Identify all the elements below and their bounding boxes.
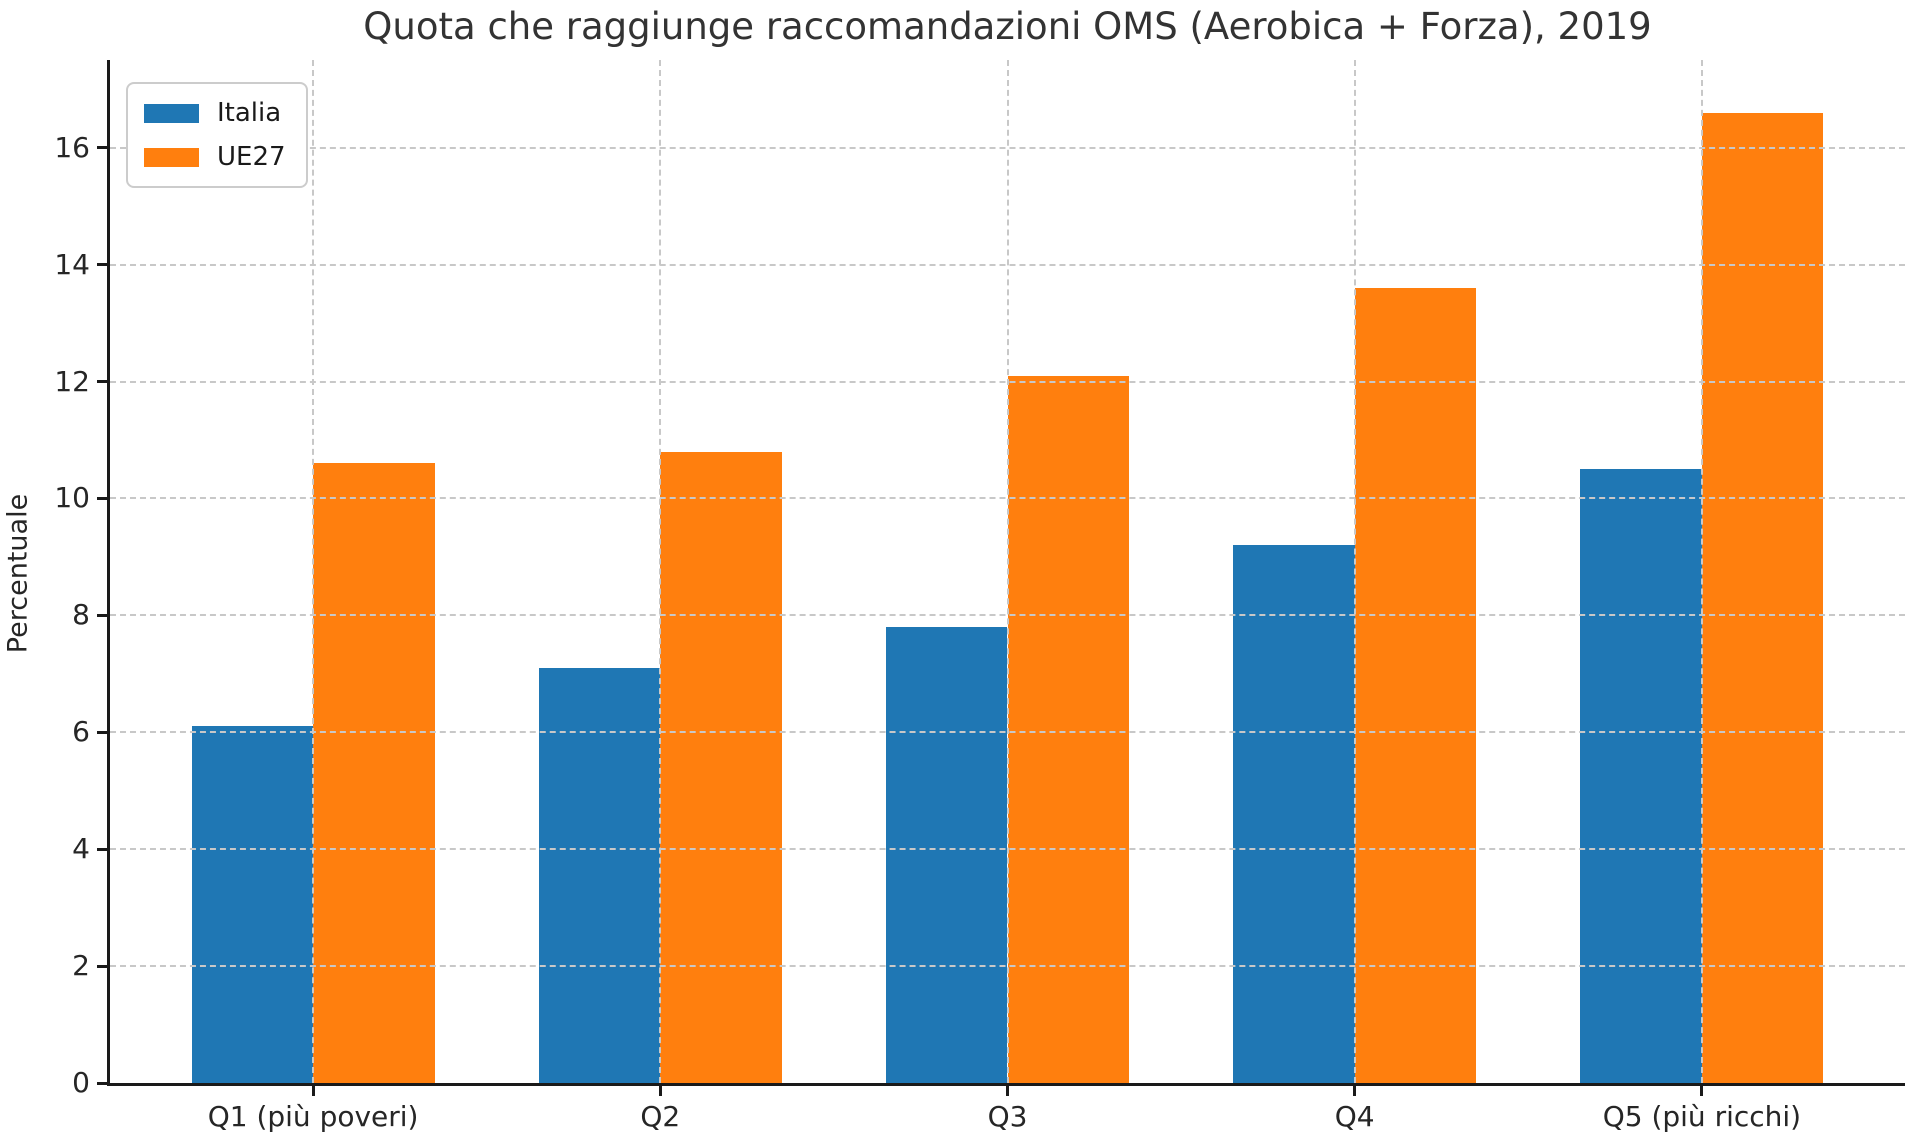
y-tick-label: 2 <box>72 949 90 983</box>
x-tick-label: Q3 <box>987 1100 1028 1133</box>
x-tick-label: Q4 <box>1334 1100 1375 1133</box>
legend-item-ue27: UE27 <box>144 142 286 172</box>
y-tick-mark-10 <box>97 496 110 500</box>
x-tick-mark-3 <box>1006 1083 1009 1096</box>
bar-italia-4 <box>1233 545 1355 1083</box>
bar-ue27-4 <box>1354 287 1477 1083</box>
y-tick-label: 8 <box>72 598 90 632</box>
legend-label: Italia <box>217 98 282 128</box>
x-tick-label: Q2 <box>640 1100 681 1133</box>
y-axis-label: Percentuale <box>2 493 34 654</box>
gridline-v-2 <box>659 60 662 1083</box>
bar-italia-3 <box>885 627 1008 1083</box>
bar-italia-2 <box>538 667 661 1083</box>
legend-swatch-italia <box>144 103 199 123</box>
bar-ue27-3 <box>1007 375 1130 1083</box>
y-tick-label: 4 <box>72 832 90 866</box>
gridline-v-3 <box>1006 60 1009 1083</box>
x-tick-mark-2 <box>658 1083 662 1096</box>
x-tick-label: Q1 (più poveri) <box>207 1100 419 1133</box>
y-tick-label: 0 <box>72 1066 90 1099</box>
y-tick-mark-16 <box>97 146 110 150</box>
y-tick-mark-14 <box>97 263 110 267</box>
y-tick-mark-6 <box>97 730 110 734</box>
gridline-v-5 <box>1700 60 1703 1083</box>
y-tick-mark-0 <box>97 1081 110 1085</box>
bar-italia-1 <box>191 726 314 1083</box>
y-tick-label: 16 <box>54 130 90 164</box>
legend-label: UE27 <box>217 142 286 172</box>
x-tick-label: Q5 (più ricchi) <box>1602 1100 1802 1133</box>
y-tick-mark-4 <box>97 847 110 851</box>
y-tick-label: 12 <box>54 364 90 398</box>
gridline-v-4 <box>1353 60 1356 1083</box>
gridline-v-1 <box>312 60 315 1083</box>
bar-italia-5 <box>1580 469 1702 1083</box>
x-tick-mark-1 <box>311 1083 315 1096</box>
y-tick-label: 14 <box>54 247 90 281</box>
y-tick-mark-8 <box>97 613 110 617</box>
y-tick-mark-2 <box>97 964 110 968</box>
legend: Italia UE27 <box>126 82 308 188</box>
y-axis-spine <box>107 60 110 1086</box>
x-tick-mark-5 <box>1700 1083 1704 1096</box>
y-tick-label: 6 <box>72 715 90 749</box>
bar-ue27-5 <box>1701 112 1824 1083</box>
bar-ue27-1 <box>313 463 435 1083</box>
y-tick-label: 10 <box>54 481 90 515</box>
x-tick-mark-4 <box>1353 1083 1357 1096</box>
bar-ue27-2 <box>660 451 782 1083</box>
plot-area: Italia UE27 0 2 4 6 8 10 12 14 16 Q1 (più poveri) Q… <box>54 60 1905 1133</box>
y-tick-mark-12 <box>97 380 110 383</box>
legend-swatch-ue27 <box>144 147 199 167</box>
legend-item-italia: Italia <box>144 98 286 128</box>
chart-title: Quota che raggiunge raccomandazioni OMS … <box>363 5 1652 48</box>
